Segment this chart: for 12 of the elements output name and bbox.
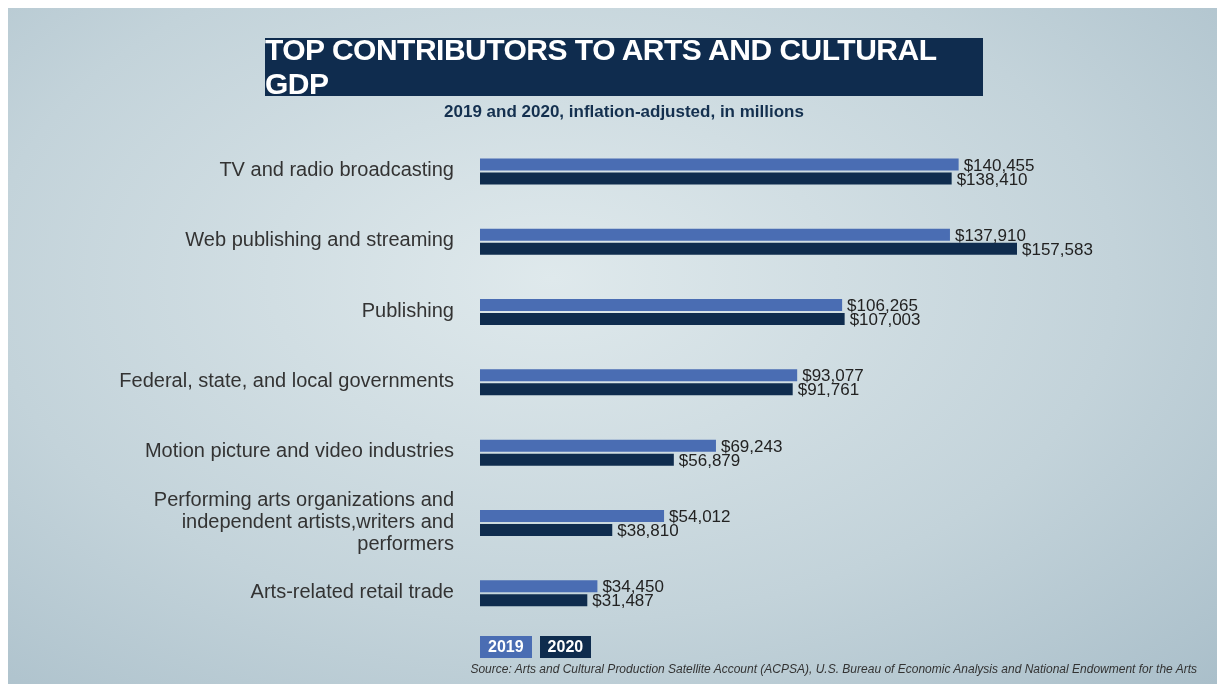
y-tick-label: TV and radio broadcasting [219, 158, 454, 181]
y-tick-label: Web publishing and streaming [185, 228, 454, 251]
chart-subtitle: 2019 and 2020, inflation-adjusted, in millions [443, 102, 805, 122]
text: 2019 [480, 636, 532, 658]
chart-title: TOP CONTRIBUTORS TO ARTS AND CULTURAL GDP [265, 33, 938, 101]
source-note: Source: Arts and Cultural Production Satellite Account (ACPSA), U.S. Bureau of Economic Analysis and National Endowment for the Arts [470, 662, 1197, 676]
series-label: 2020 [539, 636, 592, 658]
y-tick-label: Federal, state, and local governments [119, 369, 454, 392]
y-tick-label: Arts-related retail trade [250, 580, 454, 603]
y-tick-label: Performing arts organizations and independent artists,writers and performers [153, 487, 454, 554]
y-tick-label: Motion picture and video industries [144, 439, 454, 462]
y-tick-label: Publishing [361, 299, 454, 321]
